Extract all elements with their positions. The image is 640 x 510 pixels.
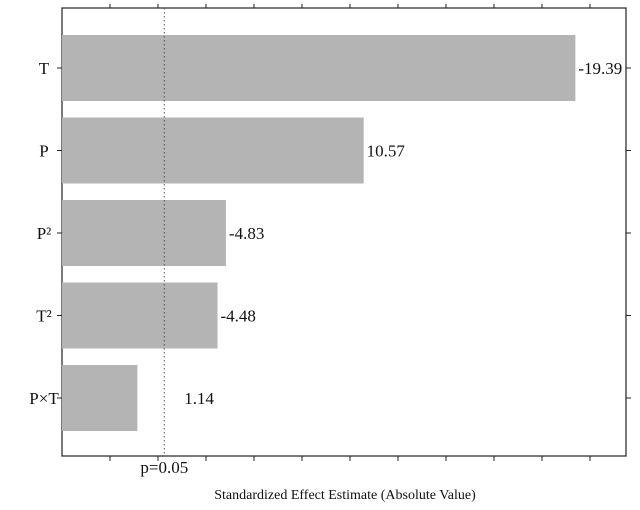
y-tick-label-1: P bbox=[39, 142, 48, 161]
bar-value-label-4: 1.14 bbox=[184, 389, 214, 408]
bar-4 bbox=[62, 365, 138, 431]
x-axis-title: Standardized Effect Estimate (Absolute V… bbox=[214, 488, 476, 503]
y-tick-label-2: P² bbox=[37, 224, 52, 243]
bar-value-label-2: -4.83 bbox=[229, 224, 264, 243]
y-tick-label-3: T² bbox=[36, 307, 51, 326]
y-tick-label-0: T bbox=[39, 59, 50, 78]
bar-3 bbox=[62, 282, 218, 349]
bar-value-label-0: -19.39 bbox=[578, 59, 622, 78]
bar-value-label-1: 10.57 bbox=[367, 142, 406, 161]
reference-line-label: p=0.05 bbox=[140, 458, 188, 477]
y-tick-label-4: P×T bbox=[29, 389, 59, 408]
bar-value-label-3: -4.48 bbox=[221, 307, 256, 326]
bar-2 bbox=[62, 200, 226, 266]
labels-layer: T -19.39 P 10.57 P² -4.83 T² -4.48 P×T 1.14 bbox=[29, 59, 622, 408]
bar-1 bbox=[62, 117, 364, 184]
bar-0 bbox=[62, 35, 576, 101]
bars-layer bbox=[62, 35, 576, 431]
ticks-layer bbox=[57, 4, 631, 461]
